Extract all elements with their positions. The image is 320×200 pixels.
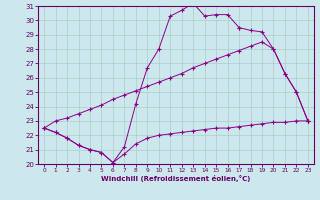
X-axis label: Windchill (Refroidissement éolien,°C): Windchill (Refroidissement éolien,°C) — [101, 175, 251, 182]
